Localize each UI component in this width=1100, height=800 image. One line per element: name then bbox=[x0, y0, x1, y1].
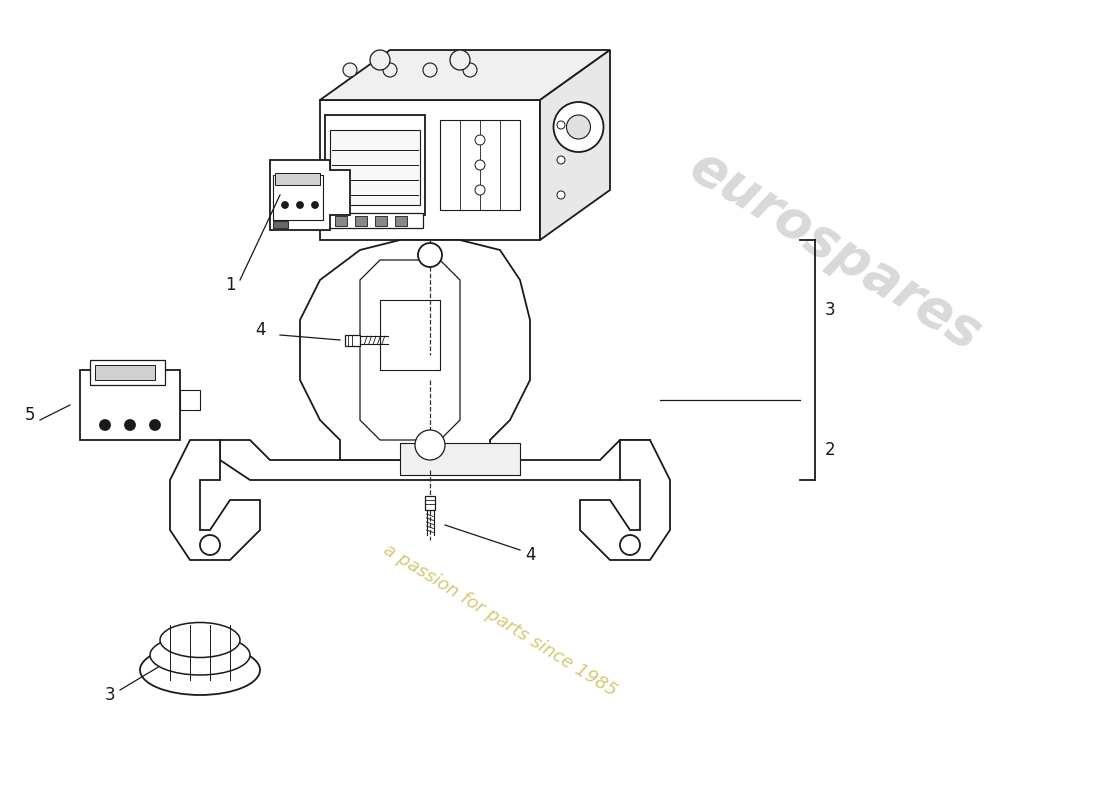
Bar bbox=[273, 175, 323, 220]
Polygon shape bbox=[425, 496, 435, 510]
Circle shape bbox=[297, 202, 302, 208]
Circle shape bbox=[200, 535, 220, 555]
Bar bbox=[336, 216, 346, 226]
Polygon shape bbox=[320, 100, 540, 240]
Circle shape bbox=[557, 191, 565, 199]
Circle shape bbox=[463, 63, 477, 77]
Bar bbox=[328, 213, 424, 228]
Ellipse shape bbox=[150, 635, 250, 675]
Circle shape bbox=[620, 535, 640, 555]
Circle shape bbox=[566, 115, 591, 139]
Circle shape bbox=[312, 202, 318, 208]
Bar bbox=[95, 365, 155, 380]
Circle shape bbox=[282, 202, 288, 208]
Polygon shape bbox=[220, 440, 650, 480]
Bar bbox=[273, 221, 288, 228]
Bar bbox=[90, 360, 165, 385]
Bar bbox=[400, 443, 520, 475]
Circle shape bbox=[475, 135, 485, 145]
Bar bbox=[324, 115, 425, 215]
Ellipse shape bbox=[160, 622, 240, 658]
Circle shape bbox=[383, 63, 397, 77]
Text: 2: 2 bbox=[825, 441, 836, 459]
Polygon shape bbox=[320, 50, 610, 100]
Ellipse shape bbox=[140, 645, 260, 695]
Text: 3: 3 bbox=[825, 301, 836, 319]
Text: 4: 4 bbox=[255, 321, 265, 339]
Circle shape bbox=[370, 50, 390, 70]
Polygon shape bbox=[540, 50, 611, 240]
Circle shape bbox=[100, 420, 110, 430]
Circle shape bbox=[450, 50, 470, 70]
Circle shape bbox=[557, 156, 565, 164]
Polygon shape bbox=[270, 160, 350, 230]
Bar bbox=[80, 370, 180, 440]
Bar bbox=[375, 216, 387, 226]
Polygon shape bbox=[170, 440, 260, 560]
Text: 4: 4 bbox=[525, 546, 536, 564]
Text: 3: 3 bbox=[104, 686, 116, 704]
Circle shape bbox=[150, 420, 160, 430]
Polygon shape bbox=[379, 300, 440, 370]
Text: a passion for parts since 1985: a passion for parts since 1985 bbox=[379, 540, 620, 700]
Polygon shape bbox=[580, 440, 670, 560]
Bar bbox=[440, 120, 520, 210]
Circle shape bbox=[475, 185, 485, 195]
Bar bbox=[355, 216, 367, 226]
Circle shape bbox=[557, 121, 565, 129]
Circle shape bbox=[424, 63, 437, 77]
Polygon shape bbox=[180, 390, 200, 410]
Polygon shape bbox=[300, 240, 530, 460]
Polygon shape bbox=[344, 334, 360, 346]
Circle shape bbox=[475, 160, 485, 170]
Circle shape bbox=[343, 63, 358, 77]
Bar bbox=[330, 130, 420, 205]
Circle shape bbox=[125, 420, 135, 430]
Polygon shape bbox=[360, 260, 460, 440]
Text: 1: 1 bbox=[226, 276, 235, 294]
Circle shape bbox=[553, 102, 604, 152]
Circle shape bbox=[418, 243, 442, 267]
Bar bbox=[395, 216, 407, 226]
Text: 5: 5 bbox=[25, 406, 35, 424]
Circle shape bbox=[415, 430, 446, 460]
Text: eurospares: eurospares bbox=[680, 140, 990, 360]
Bar bbox=[275, 173, 320, 185]
